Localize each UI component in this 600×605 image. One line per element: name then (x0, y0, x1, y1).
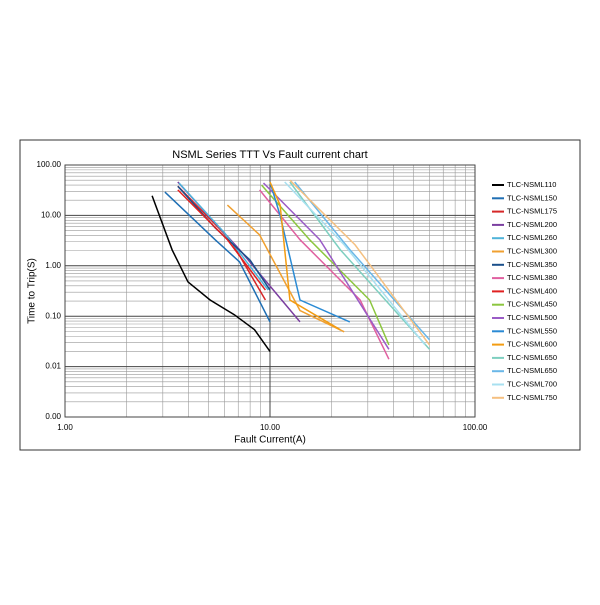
legend-label: TLC-NSML550 (507, 326, 557, 335)
series-line (289, 179, 431, 346)
series-line (284, 181, 426, 346)
chart-title: NSML Series TTT Vs Fault current chart (172, 149, 367, 161)
legend-label: TLC-NSML700 (507, 379, 557, 388)
series-line (164, 191, 271, 323)
legend-label: TLC-NSML650 (507, 353, 557, 362)
legend-label: TLC-NSML450 (507, 300, 557, 309)
legend-label: TLC-NSML300 (507, 246, 557, 255)
legend-label: TLC-NSML750 (507, 393, 557, 402)
x-axis-label: Fault Current(A) (234, 435, 306, 446)
legend-label: TLC-NSML380 (507, 273, 557, 282)
legend-label: TLC-NSML600 (507, 340, 557, 349)
y-tick-label: 0.10 (45, 311, 61, 320)
legend-label: TLC-NSML260 (507, 233, 557, 242)
legend-label: TLC-NSML110 (507, 180, 556, 189)
y-axis-label: Time to Trip(S) (27, 258, 38, 324)
y-tick-label: 0.00 (45, 412, 61, 421)
x-tick-label: 1.00 (57, 423, 73, 432)
y-tick-label: 10.00 (41, 211, 62, 220)
x-tick-label: 100.00 (463, 423, 488, 432)
legend-label: TLC-NSML500 (507, 313, 557, 322)
series-line (178, 182, 269, 291)
series-line (177, 185, 271, 291)
y-tick-label: 100.00 (37, 160, 62, 169)
series-line (269, 181, 351, 323)
legend-label: TLC-NSML650 (507, 366, 557, 375)
y-tick-label: 1.00 (45, 261, 61, 270)
legend-label: TLC-NSML175 (507, 207, 557, 216)
series-line (226, 204, 345, 333)
x-tick-label: 10.00 (260, 423, 281, 432)
legend-label: TLC-NSML200 (507, 220, 557, 229)
legend-label: TLC-NSML400 (507, 286, 557, 295)
legend-label: TLC-NSML150 (507, 193, 557, 202)
series-line (151, 195, 271, 352)
legend-label: TLC-NSML350 (507, 260, 557, 269)
series-line (269, 181, 341, 331)
frame (19, 139, 581, 451)
series-line (177, 189, 266, 291)
y-tick-label: 0.01 (45, 362, 61, 371)
series-line (262, 182, 390, 350)
